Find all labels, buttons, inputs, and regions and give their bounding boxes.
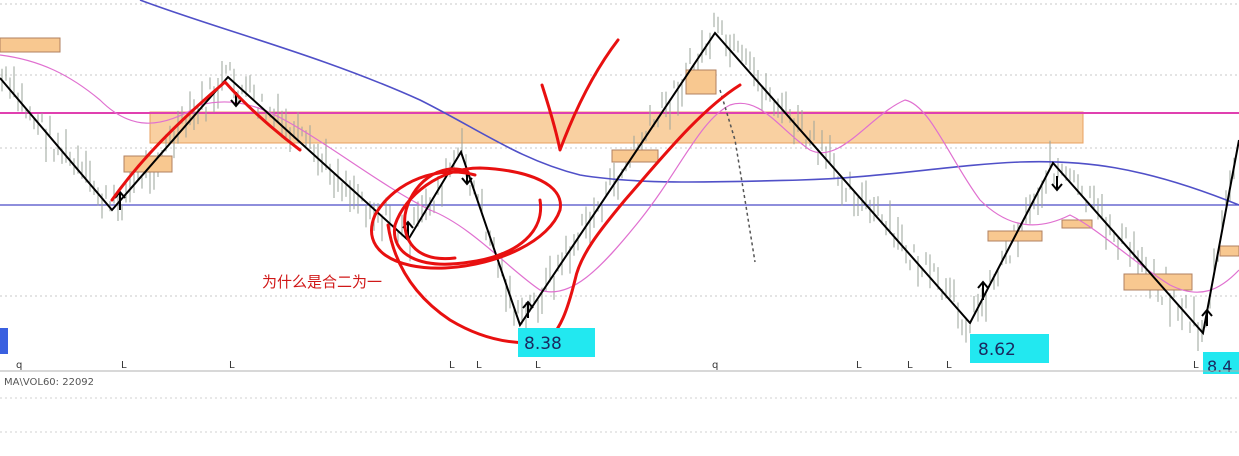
- freehand-circle: [386, 83, 742, 345]
- consolidation-box: [685, 69, 717, 95]
- freehand-circle: [370, 166, 562, 270]
- axis-marker: q: [712, 360, 718, 371]
- price-label: 8.62: [978, 340, 1016, 360]
- axis-marker: L: [449, 360, 455, 371]
- left-edge-marker: [0, 328, 8, 354]
- axis-marker: L: [856, 360, 862, 371]
- indicator-label: MA\VOL60: 22092: [4, 377, 94, 388]
- freehand-circle: [403, 167, 470, 261]
- up-arrow-icon: [1201, 308, 1213, 326]
- axis-marker: L: [907, 360, 913, 371]
- down-arrow-icon: [1051, 176, 1063, 192]
- axis-marker: L: [535, 360, 541, 371]
- up-arrow-icon: [522, 300, 534, 318]
- price-label-box: [970, 334, 1049, 363]
- dotted-trend-line: [719, 89, 756, 263]
- zigzag-line: [0, 31, 1239, 336]
- freehand-annotations: [110, 38, 742, 345]
- axis-marker: L: [476, 360, 482, 371]
- axis-marker: L: [121, 360, 127, 371]
- price-label-box: [518, 328, 595, 357]
- price-label-box: [1203, 352, 1239, 374]
- consolidation-box: [1061, 219, 1093, 229]
- axis-marker: L: [229, 360, 235, 371]
- axis-marker: L: [1193, 360, 1199, 371]
- slow-moving-average: [139, 0, 1239, 206]
- freehand-checkmark: [540, 38, 620, 152]
- annotation-text: 为什么是合二为一: [262, 273, 382, 291]
- fast-moving-average: [0, 54, 1239, 293]
- price-label: 8.38: [524, 334, 562, 354]
- up-arrow-icon: [977, 280, 989, 300]
- candles: [1, 12, 1235, 351]
- axis-marker: q: [16, 360, 22, 371]
- price-label: 8.4: [1207, 357, 1232, 376]
- freehand-stroke: [110, 80, 302, 202]
- axis-marker: L: [946, 360, 952, 371]
- consolidation-box: [611, 149, 659, 163]
- consolidation-box: [1219, 245, 1239, 257]
- consolidation-box: [0, 37, 61, 53]
- grid: [0, 3, 1239, 433]
